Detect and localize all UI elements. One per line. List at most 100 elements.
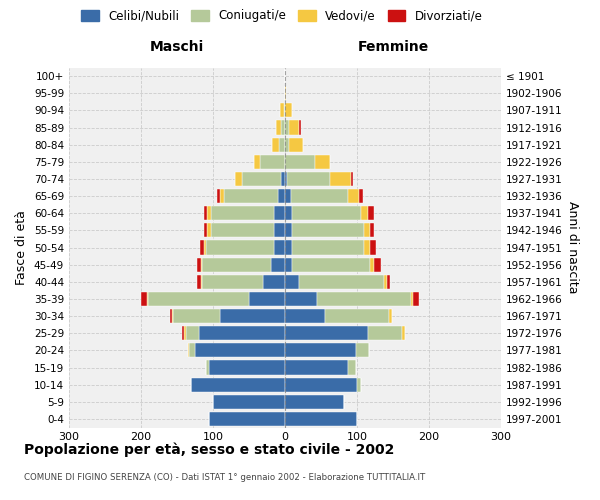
Bar bbox=[292, 258, 370, 272]
Bar bbox=[389, 309, 392, 323]
Bar bbox=[357, 378, 361, 392]
Bar bbox=[207, 224, 211, 237]
Bar bbox=[356, 344, 368, 357]
Bar bbox=[260, 155, 285, 169]
Bar bbox=[284, 104, 285, 118]
Bar bbox=[331, 172, 350, 186]
Bar bbox=[285, 104, 292, 118]
Bar bbox=[188, 344, 189, 357]
Bar bbox=[285, 378, 357, 392]
Bar bbox=[271, 258, 285, 272]
Bar bbox=[201, 258, 202, 272]
Bar bbox=[285, 412, 357, 426]
Legend: Celibi/Nubili, Coniugati/e, Vedovi/e, Divorziati/e: Celibi/Nubili, Coniugati/e, Vedovi/e, Di… bbox=[78, 6, 486, 26]
Bar bbox=[285, 258, 292, 272]
Bar bbox=[185, 326, 199, 340]
Bar bbox=[182, 326, 184, 340]
Bar bbox=[285, 86, 286, 100]
Bar bbox=[281, 172, 285, 186]
Bar bbox=[285, 275, 299, 289]
Bar bbox=[361, 206, 368, 220]
Text: Popolazione per età, sesso e stato civile - 2002: Popolazione per età, sesso e stato civil… bbox=[24, 442, 394, 457]
Bar bbox=[368, 326, 403, 340]
Bar bbox=[203, 240, 206, 254]
Bar bbox=[201, 275, 202, 289]
Bar bbox=[292, 224, 364, 237]
Bar bbox=[197, 275, 201, 289]
Bar bbox=[325, 309, 389, 323]
Bar bbox=[285, 240, 292, 254]
Bar bbox=[217, 189, 220, 203]
Bar bbox=[285, 309, 325, 323]
Bar bbox=[278, 189, 285, 203]
Bar bbox=[411, 292, 413, 306]
Y-axis label: Anni di nascita: Anni di nascita bbox=[566, 201, 579, 294]
Bar bbox=[364, 224, 370, 237]
Bar bbox=[317, 292, 411, 306]
Bar bbox=[285, 206, 292, 220]
Bar bbox=[147, 292, 148, 306]
Bar bbox=[285, 189, 291, 203]
Bar bbox=[191, 378, 285, 392]
Bar bbox=[249, 292, 285, 306]
Bar bbox=[281, 120, 285, 134]
Bar bbox=[272, 138, 279, 151]
Bar bbox=[370, 224, 374, 237]
Bar bbox=[274, 206, 285, 220]
Bar bbox=[285, 155, 315, 169]
Bar bbox=[289, 120, 299, 134]
Y-axis label: Fasce di età: Fasce di età bbox=[16, 210, 28, 285]
Bar bbox=[349, 189, 359, 203]
Bar bbox=[374, 258, 381, 272]
Bar bbox=[292, 206, 361, 220]
Bar bbox=[285, 344, 356, 357]
Bar bbox=[385, 275, 386, 289]
Bar bbox=[170, 309, 172, 323]
Bar bbox=[207, 206, 211, 220]
Bar bbox=[285, 138, 289, 151]
Bar bbox=[299, 120, 301, 134]
Bar bbox=[370, 240, 376, 254]
Bar bbox=[279, 138, 285, 151]
Bar bbox=[349, 360, 356, 374]
Bar bbox=[206, 360, 209, 374]
Bar bbox=[274, 240, 285, 254]
Bar bbox=[195, 344, 285, 357]
Bar bbox=[285, 120, 289, 134]
Bar bbox=[184, 326, 185, 340]
Bar bbox=[213, 395, 285, 409]
Bar bbox=[350, 172, 353, 186]
Bar bbox=[386, 275, 390, 289]
Bar bbox=[285, 292, 317, 306]
Text: Femmine: Femmine bbox=[358, 40, 428, 54]
Bar bbox=[280, 104, 284, 118]
Bar bbox=[209, 360, 285, 374]
Bar bbox=[197, 258, 201, 272]
Bar bbox=[242, 172, 281, 186]
Bar bbox=[285, 224, 292, 237]
Bar bbox=[206, 240, 274, 254]
Bar bbox=[263, 275, 285, 289]
Bar bbox=[299, 275, 385, 289]
Bar bbox=[254, 155, 260, 169]
Bar bbox=[275, 120, 281, 134]
Bar bbox=[370, 258, 374, 272]
Text: Maschi: Maschi bbox=[150, 40, 204, 54]
Bar bbox=[211, 206, 274, 220]
Bar bbox=[289, 138, 303, 151]
Bar bbox=[148, 292, 249, 306]
Bar bbox=[189, 344, 195, 357]
Bar bbox=[211, 224, 274, 237]
Bar bbox=[173, 309, 220, 323]
Bar bbox=[287, 172, 331, 186]
Bar bbox=[209, 412, 285, 426]
Bar bbox=[364, 240, 370, 254]
Bar bbox=[235, 172, 242, 186]
Bar bbox=[292, 240, 364, 254]
Bar bbox=[199, 326, 285, 340]
Bar bbox=[413, 292, 419, 306]
Bar bbox=[202, 258, 271, 272]
Bar bbox=[291, 189, 349, 203]
Bar bbox=[220, 309, 285, 323]
Bar bbox=[368, 206, 374, 220]
